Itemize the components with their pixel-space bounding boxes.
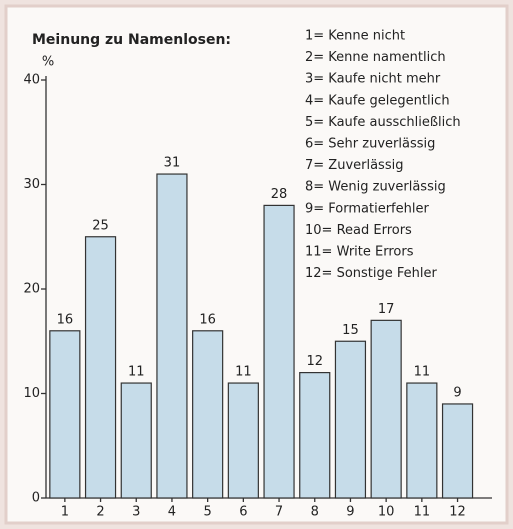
bar (441, 403, 474, 499)
value-label: 11 (414, 365, 431, 380)
x-tick-label: 4 (168, 505, 176, 520)
bar (192, 330, 224, 499)
legend-item: 6= Sehr zuverlässig (305, 137, 435, 152)
chart-title: Meinung zu Namenlosen: (32, 32, 231, 48)
x-tick-label: 12 (449, 505, 466, 520)
x-tick-label: 10 (378, 505, 395, 520)
bar (370, 319, 402, 499)
bar (49, 330, 81, 499)
legend-item: 3= Kaufe nicht mehr (305, 72, 441, 87)
value-label: 12 (306, 354, 323, 369)
value-label: 16 (199, 312, 216, 327)
y-tick-label: 40 (23, 73, 40, 88)
value-label: 25 (92, 218, 109, 233)
legend-item: 10= Read Errors (305, 223, 412, 238)
legend-item: 4= Kaufe gelegentlich (305, 93, 450, 108)
x-tick-label: 9 (346, 505, 354, 520)
x-tick-label: 5 (204, 505, 212, 520)
legend-item: 9= Formatierfehler (305, 201, 429, 216)
x-tick-label: 1 (61, 505, 69, 520)
bar (227, 382, 259, 499)
y-axis-label: % (42, 55, 54, 70)
value-label: 16 (57, 312, 74, 327)
bar (84, 236, 117, 499)
y-tick-label: 0 (32, 491, 40, 506)
y-tick-label: 20 (23, 282, 40, 297)
bar (406, 382, 438, 499)
value-label: 28 (271, 187, 288, 202)
x-tick-label: 3 (132, 505, 140, 520)
x-tick-label: 6 (239, 505, 247, 520)
y-tick-label: 30 (23, 177, 40, 192)
bar (156, 173, 188, 499)
legend-item: 8= Wenig zuverlässig (305, 180, 446, 195)
value-label: 31 (164, 156, 181, 171)
bar (299, 372, 331, 499)
bar (334, 340, 367, 499)
bar (263, 204, 295, 499)
value-label: 15 (342, 323, 359, 338)
x-tick-label: 7 (275, 505, 283, 520)
value-label: 11 (128, 365, 145, 380)
legend-item: 7= Zuverlässig (305, 158, 403, 173)
value-label: 17 (378, 302, 395, 317)
legend-item: 1= Kenne nicht (305, 29, 405, 44)
legend-item: 5= Kaufe ausschließlich (305, 115, 461, 130)
legend-item: 12= Sonstige Fehler (305, 266, 437, 281)
y-tick-label: 10 (23, 386, 40, 401)
legend-item: 2= Kenne namentlich (305, 50, 446, 65)
value-label: 11 (235, 365, 252, 380)
x-tick-label: 11 (414, 505, 431, 520)
bar (120, 382, 152, 499)
x-tick-label: 2 (96, 505, 104, 520)
x-tick-label: 8 (311, 505, 319, 520)
legend-item: 11= Write Errors (305, 245, 414, 260)
value-label: 9 (453, 385, 461, 400)
